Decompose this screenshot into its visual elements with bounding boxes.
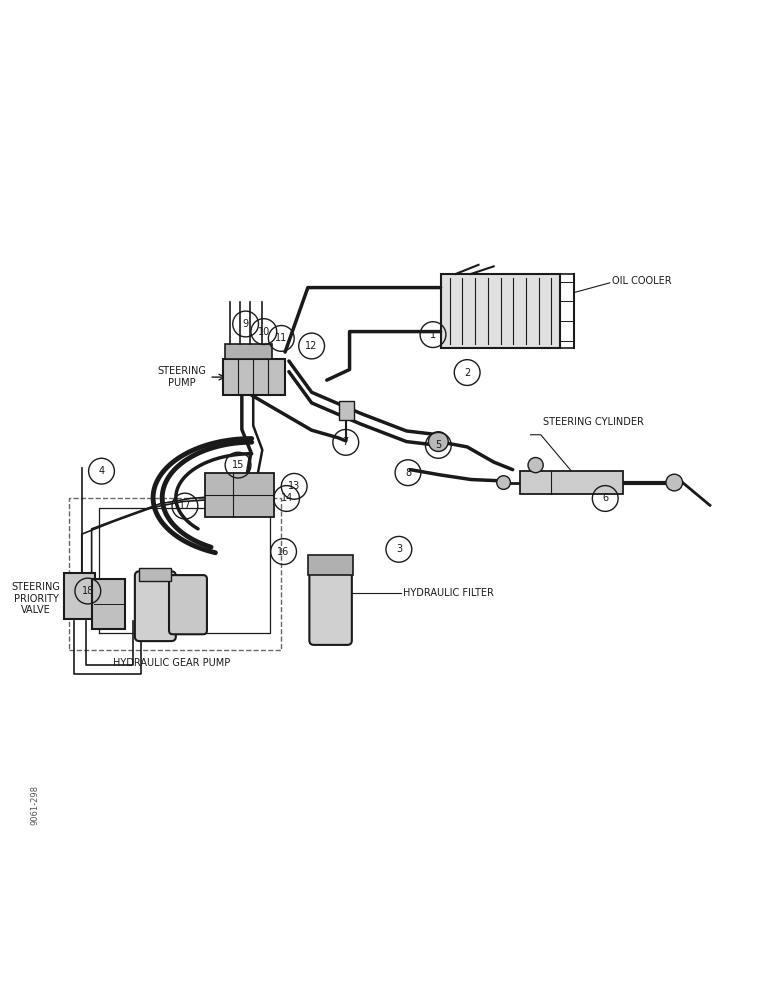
FancyBboxPatch shape: [223, 359, 285, 395]
FancyBboxPatch shape: [339, 401, 354, 420]
FancyBboxPatch shape: [520, 471, 623, 494]
Text: 14: 14: [280, 493, 293, 503]
Text: 12: 12: [306, 341, 318, 351]
FancyBboxPatch shape: [205, 473, 274, 517]
Text: OIL COOLER: OIL COOLER: [612, 276, 672, 286]
Circle shape: [528, 458, 543, 473]
Text: 2: 2: [464, 368, 470, 378]
Text: 9: 9: [242, 319, 249, 329]
Circle shape: [666, 474, 682, 491]
FancyBboxPatch shape: [135, 571, 176, 641]
Text: 15: 15: [232, 460, 244, 470]
FancyBboxPatch shape: [441, 274, 560, 348]
Text: 16: 16: [277, 547, 290, 557]
FancyBboxPatch shape: [64, 573, 95, 619]
Text: 11: 11: [275, 333, 287, 343]
Circle shape: [496, 476, 510, 489]
Text: 3: 3: [396, 544, 402, 554]
Text: 10: 10: [258, 327, 270, 337]
FancyBboxPatch shape: [140, 568, 171, 581]
Text: STEERING
PUMP: STEERING PUMP: [157, 366, 206, 388]
FancyBboxPatch shape: [169, 575, 207, 634]
Text: 5: 5: [435, 440, 442, 450]
Text: STEERING CYLINDER: STEERING CYLINDER: [543, 417, 644, 427]
Text: HYDRAULIC FILTER: HYDRAULIC FILTER: [404, 588, 494, 598]
Text: 7: 7: [343, 437, 349, 447]
Text: STEERING
PRIORITY
VALVE: STEERING PRIORITY VALVE: [12, 582, 60, 615]
Text: 9061-298: 9061-298: [30, 785, 39, 825]
FancyBboxPatch shape: [92, 579, 125, 629]
FancyBboxPatch shape: [310, 566, 352, 645]
Text: HYDRAULIC GEAR PUMP: HYDRAULIC GEAR PUMP: [113, 658, 230, 668]
Text: 18: 18: [82, 586, 94, 596]
Text: 8: 8: [405, 468, 411, 478]
FancyBboxPatch shape: [308, 555, 354, 575]
Text: 6: 6: [602, 493, 608, 503]
FancyBboxPatch shape: [225, 344, 272, 359]
Text: 4: 4: [98, 466, 104, 476]
Text: 17: 17: [179, 501, 191, 511]
Text: 1: 1: [430, 330, 436, 340]
Text: 13: 13: [288, 481, 300, 491]
Circle shape: [428, 432, 449, 451]
